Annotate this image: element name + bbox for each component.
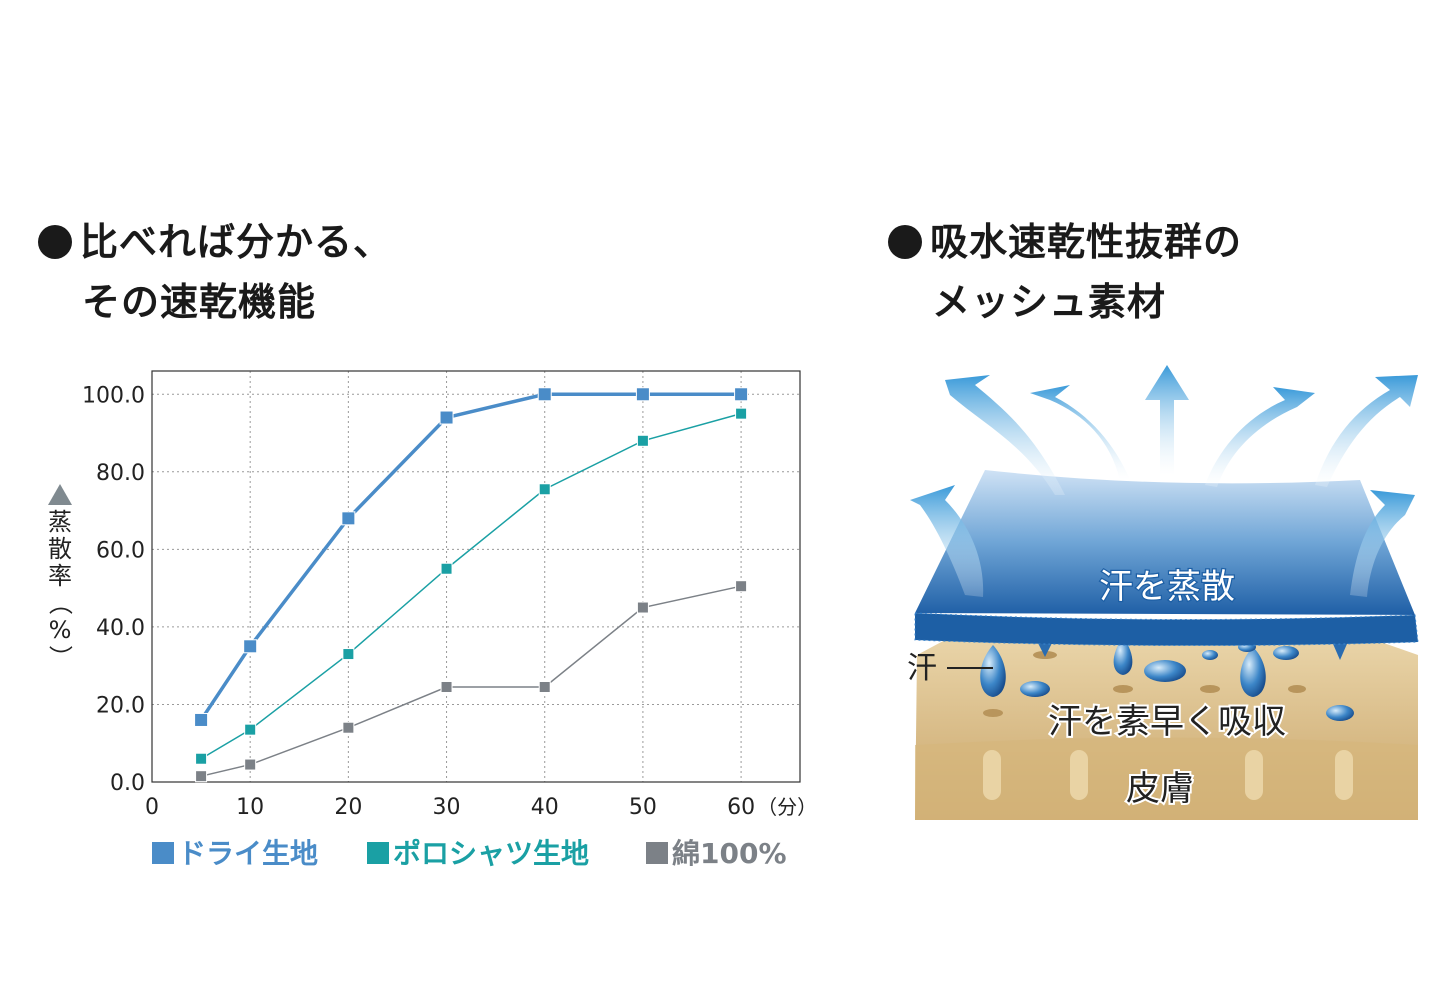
y-tick-label: 40.0 (96, 616, 145, 641)
y-tick-label: 0.0 (110, 771, 145, 796)
legend-item-cotton: 綿100% (646, 832, 787, 872)
absorb-label: 汗を素早く吸収 (1048, 702, 1286, 742)
legend-label: ポロシャツ生地 (393, 837, 590, 870)
skin-label: 皮膚 (1126, 769, 1194, 809)
data-point (734, 387, 749, 402)
illustration-heading-line1: 吸水速乾性抜群の (930, 220, 1243, 264)
y-label-triangle-icon (48, 484, 72, 505)
legend-swatch (646, 842, 668, 864)
data-point (195, 752, 208, 765)
legend-label: ドライ生地 (178, 837, 319, 870)
chart-grid (152, 371, 800, 782)
x-tick-labels: 0 10 20 30 40 50 60 （分） (145, 795, 817, 820)
series-line (200, 585, 742, 777)
plot-frame (151, 370, 801, 783)
y-label-char: % (49, 616, 72, 644)
bullet-icon (38, 225, 72, 259)
evaporate-label: 汗を蒸散 (1099, 567, 1235, 607)
x-tick-label: 10 (236, 795, 264, 820)
y-label-char: ） (46, 645, 74, 669)
data-point (244, 758, 257, 771)
chart-heading-line1: 比べれば分かる、 (80, 220, 393, 264)
x-tick-label: 50 (629, 795, 657, 820)
bullet-icon (888, 225, 922, 259)
y-tick-label: 60.0 (96, 538, 145, 563)
x-tick-label: 40 (531, 795, 559, 820)
y-tick-labels: 0.0 20.0 40.0 60.0 80.0 100.0 (82, 383, 145, 796)
series-line (200, 412, 742, 760)
data-point (735, 580, 748, 593)
legend-swatch (152, 842, 174, 864)
data-point (195, 770, 208, 783)
data-point (439, 410, 454, 425)
evaporation-rate-chart: 0.0 20.0 40.0 60.0 80.0 100.0 0 10 20 30 40 50 60 （分… (46, 370, 817, 820)
x-unit-label: （分） (757, 795, 817, 819)
y-tick-label: 100.0 (82, 383, 145, 408)
data-point (342, 648, 355, 661)
fabric-layer (914, 470, 1419, 647)
series-line (199, 392, 742, 721)
y-tick-label: 20.0 (96, 693, 145, 718)
chart-heading-line2: その速乾機能 (82, 280, 317, 324)
evaporation-arrows (910, 365, 1418, 597)
data-point (194, 712, 209, 727)
data-point (440, 681, 453, 694)
data-point (341, 511, 356, 526)
x-tick-label: 30 (433, 795, 461, 820)
data-point (244, 723, 257, 736)
data-point (636, 601, 649, 614)
legend-label: 綿100% (672, 837, 787, 870)
y-tick-label: 80.0 (96, 461, 145, 486)
sweat-label: 汗 (907, 651, 937, 686)
legend-item-dry: ドライ生地 (152, 832, 318, 872)
x-tick-label: 0 (145, 795, 159, 820)
y-label-char: （ (46, 591, 74, 615)
illustration-heading: 吸水速乾性抜群の メッシュ素材 (888, 212, 1242, 332)
y-label-char: 率 (48, 562, 72, 590)
mesh-fabric-illustration: 汗を蒸散 汗を素早く吸収 皮膚 汗 (907, 365, 1419, 820)
illustration-heading-line2: メッシュ素材 (932, 280, 1167, 324)
legend-item-polo: ポロシャツ生地 (367, 832, 589, 872)
data-point (538, 681, 551, 694)
data-point (440, 562, 453, 575)
data-point (635, 387, 650, 402)
x-tick-label: 20 (334, 795, 362, 820)
chart-heading: 比べれば分かる、 その速乾機能 (38, 212, 392, 332)
data-point (243, 639, 258, 654)
y-axis-label: 蒸散率（%） (46, 484, 74, 669)
legend-swatch (367, 842, 389, 864)
x-tick-label: 60 (727, 795, 755, 820)
data-point (636, 434, 649, 447)
data-point (735, 407, 748, 420)
data-point (538, 483, 551, 496)
data-point (537, 387, 552, 402)
y-label-char: 蒸 (48, 508, 72, 536)
y-label-char: 散 (48, 535, 72, 563)
series-layer (194, 387, 749, 783)
data-point (342, 721, 355, 734)
